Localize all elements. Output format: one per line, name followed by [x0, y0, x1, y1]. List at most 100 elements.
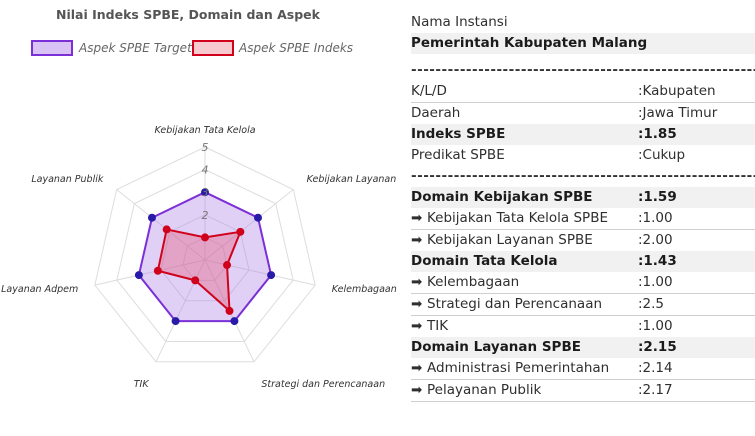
grid-spoke	[94, 259, 206, 286]
info-panel: Nama Instansi Pemerintah Kabupaten Malan…	[411, 12, 755, 402]
series-0-point	[254, 213, 263, 222]
aspect-value: :1.00	[638, 210, 673, 226]
arrow-right-icon: ➡	[411, 296, 423, 312]
series-0-point	[201, 188, 209, 197]
aspect-row: ➡ Kebijakan Layanan SPBE :2.00	[411, 230, 755, 251]
domain-tata-kelola-row: Domain Tata Kelola :1.43	[411, 251, 755, 272]
aspect-label: Kelembagaan	[427, 274, 520, 290]
aspect-row: ➡ Strategi dan Perencanaan :2.5	[411, 294, 755, 316]
arrow-right-icon: ➡	[411, 274, 423, 290]
nama-instansi-value: Pemerintah Kabupaten Malang	[411, 35, 648, 51]
separator-2: ----------------------------------------…	[411, 168, 755, 184]
domain-kebijakan-value: :1.59	[638, 189, 677, 205]
arrow-right-icon: ➡	[411, 210, 423, 226]
series-0-point	[147, 213, 156, 222]
predikat-row: Predikat SPBE :Cukup	[411, 145, 755, 166]
legend-indeks[interactable]: Aspek SPBE Indeks	[192, 40, 353, 56]
series-0-point	[134, 271, 143, 280]
daerah-value: :Jawa Timur	[638, 105, 718, 121]
domain-kebijakan-label: Domain Kebijakan SPBE	[411, 189, 593, 205]
indeks-label: Indeks SPBE	[411, 126, 506, 142]
series-1-point	[201, 233, 209, 242]
series-0-point	[267, 271, 276, 280]
aspect-value: :1.00	[638, 274, 673, 290]
aspect-label: Administrasi Pemerintahan	[427, 360, 610, 376]
series-1-point	[153, 266, 162, 275]
series-1-point	[236, 227, 245, 236]
aspect-row: ➡ Pelayanan Publik :2.17	[411, 380, 755, 402]
series-1-point	[225, 306, 234, 315]
legend-target-label: Aspek SPBE Target	[78, 41, 193, 55]
aspect-label: Kebijakan Layanan SPBE	[427, 232, 593, 248]
legend-target-swatch	[31, 40, 73, 56]
aspect-row: ➡ Kebijakan Tata Kelola SPBE :1.00	[411, 208, 755, 230]
grid-ring	[94, 146, 316, 363]
aspect-label: TIK	[427, 318, 449, 334]
aspect-label: Strategi dan Perencanaan	[427, 296, 603, 312]
predikat-value: :Cukup	[638, 147, 686, 163]
domain-layanan-row: Domain Layanan SPBE :2.15	[411, 337, 755, 358]
axis-label: Layanan Publik	[31, 174, 104, 185]
radar-chart: Nilai Indeks SPBE, Domain dan Aspek Aspe…	[1, 7, 397, 390]
radar-axis-labels: Kebijakan Tata Kelola Kebijakan Layanan Ke…	[1, 125, 397, 390]
tick-label: 3	[202, 186, 209, 199]
separator-1: ----------------------------------------…	[411, 62, 755, 78]
nama-instansi-label: Nama Instansi	[411, 14, 508, 30]
arrow-right-icon: ➡	[411, 360, 423, 376]
indeks-row: Indeks SPBE :1.85	[411, 124, 755, 145]
axis-label: TIK	[134, 379, 150, 390]
aspect-value: :2.14	[638, 360, 673, 376]
domain-layanan-label: Domain Layanan SPBE	[411, 339, 581, 355]
daerah-label: Daerah	[411, 105, 461, 121]
grid-ring	[116, 169, 294, 342]
legend-target[interactable]: Aspek SPBE Target	[31, 40, 193, 56]
aspect-label: Kebijakan Tata Kelola SPBE	[427, 210, 608, 226]
daerah-row: Daerah :Jawa Timur	[411, 103, 755, 124]
aspect-value: :2.00	[638, 232, 673, 248]
grid-ring	[182, 236, 228, 281]
series-1-point	[223, 261, 232, 270]
nama-instansi-label-row: Nama Instansi	[411, 12, 755, 33]
tick-label: 5	[202, 141, 209, 154]
aspect-row: ➡ Kelembagaan :1.00	[411, 272, 755, 294]
axis-label: Layanan Adpem	[1, 284, 78, 295]
tick-label: 4	[202, 164, 209, 177]
indeks-value: :1.85	[638, 126, 677, 142]
grid-spoke	[116, 189, 206, 261]
aspect-row: ➡ Administrasi Pemerintahan :2.14	[411, 358, 755, 380]
series-1-point	[191, 276, 200, 285]
axis-label: Strategi dan Perencanaan	[261, 379, 385, 390]
axis-label: Kebijakan Tata Kelola	[154, 125, 255, 136]
series-0-point	[230, 317, 239, 326]
axis-label: Kebijakan Layanan	[307, 174, 397, 185]
aspect-value: :2.5	[638, 296, 665, 312]
arrow-right-icon: ➡	[411, 232, 423, 248]
axis-label: Kelembagaan	[332, 284, 397, 295]
domain-layanan-value: :2.15	[638, 339, 677, 355]
kld-label: K/L/D	[411, 83, 447, 99]
grid-spoke	[204, 189, 294, 261]
series-0-point	[171, 317, 180, 326]
domain-tata-kelola-label: Domain Tata Kelola	[411, 253, 558, 269]
kld-value: :Kabupaten	[638, 83, 716, 99]
legend-indeks-swatch	[192, 40, 234, 56]
aspect-value: :1.00	[638, 318, 673, 334]
legend-indeks-label: Aspek SPBE Indeks	[238, 41, 353, 55]
arrow-right-icon: ➡	[411, 318, 423, 334]
predikat-label: Predikat SPBE	[411, 147, 505, 163]
series-1-area	[156, 228, 242, 312]
series-1-point	[162, 225, 171, 234]
grid-ring	[160, 214, 250, 302]
aspect-label: Pelayanan Publik	[427, 382, 542, 398]
radar-chart-panel: Nilai Indeks SPBE, Domain dan Aspek Aspe…	[1, 7, 397, 390]
kld-row: K/L/D :Kabupaten	[411, 81, 755, 103]
series-0-area	[137, 191, 273, 323]
arrow-right-icon: ➡	[411, 382, 423, 398]
radar-series	[134, 188, 276, 326]
nama-instansi-row: Pemerintah Kabupaten Malang	[411, 33, 755, 54]
domain-kebijakan-row: Domain Kebijakan SPBE :1.59	[411, 187, 755, 208]
chart-title: Nilai Indeks SPBE, Domain dan Aspek	[56, 7, 321, 22]
aspect-row: ➡ TIK :1.00	[411, 316, 755, 337]
tick-label: 2	[202, 209, 209, 222]
domain-tata-kelola-value: :1.43	[638, 253, 677, 269]
